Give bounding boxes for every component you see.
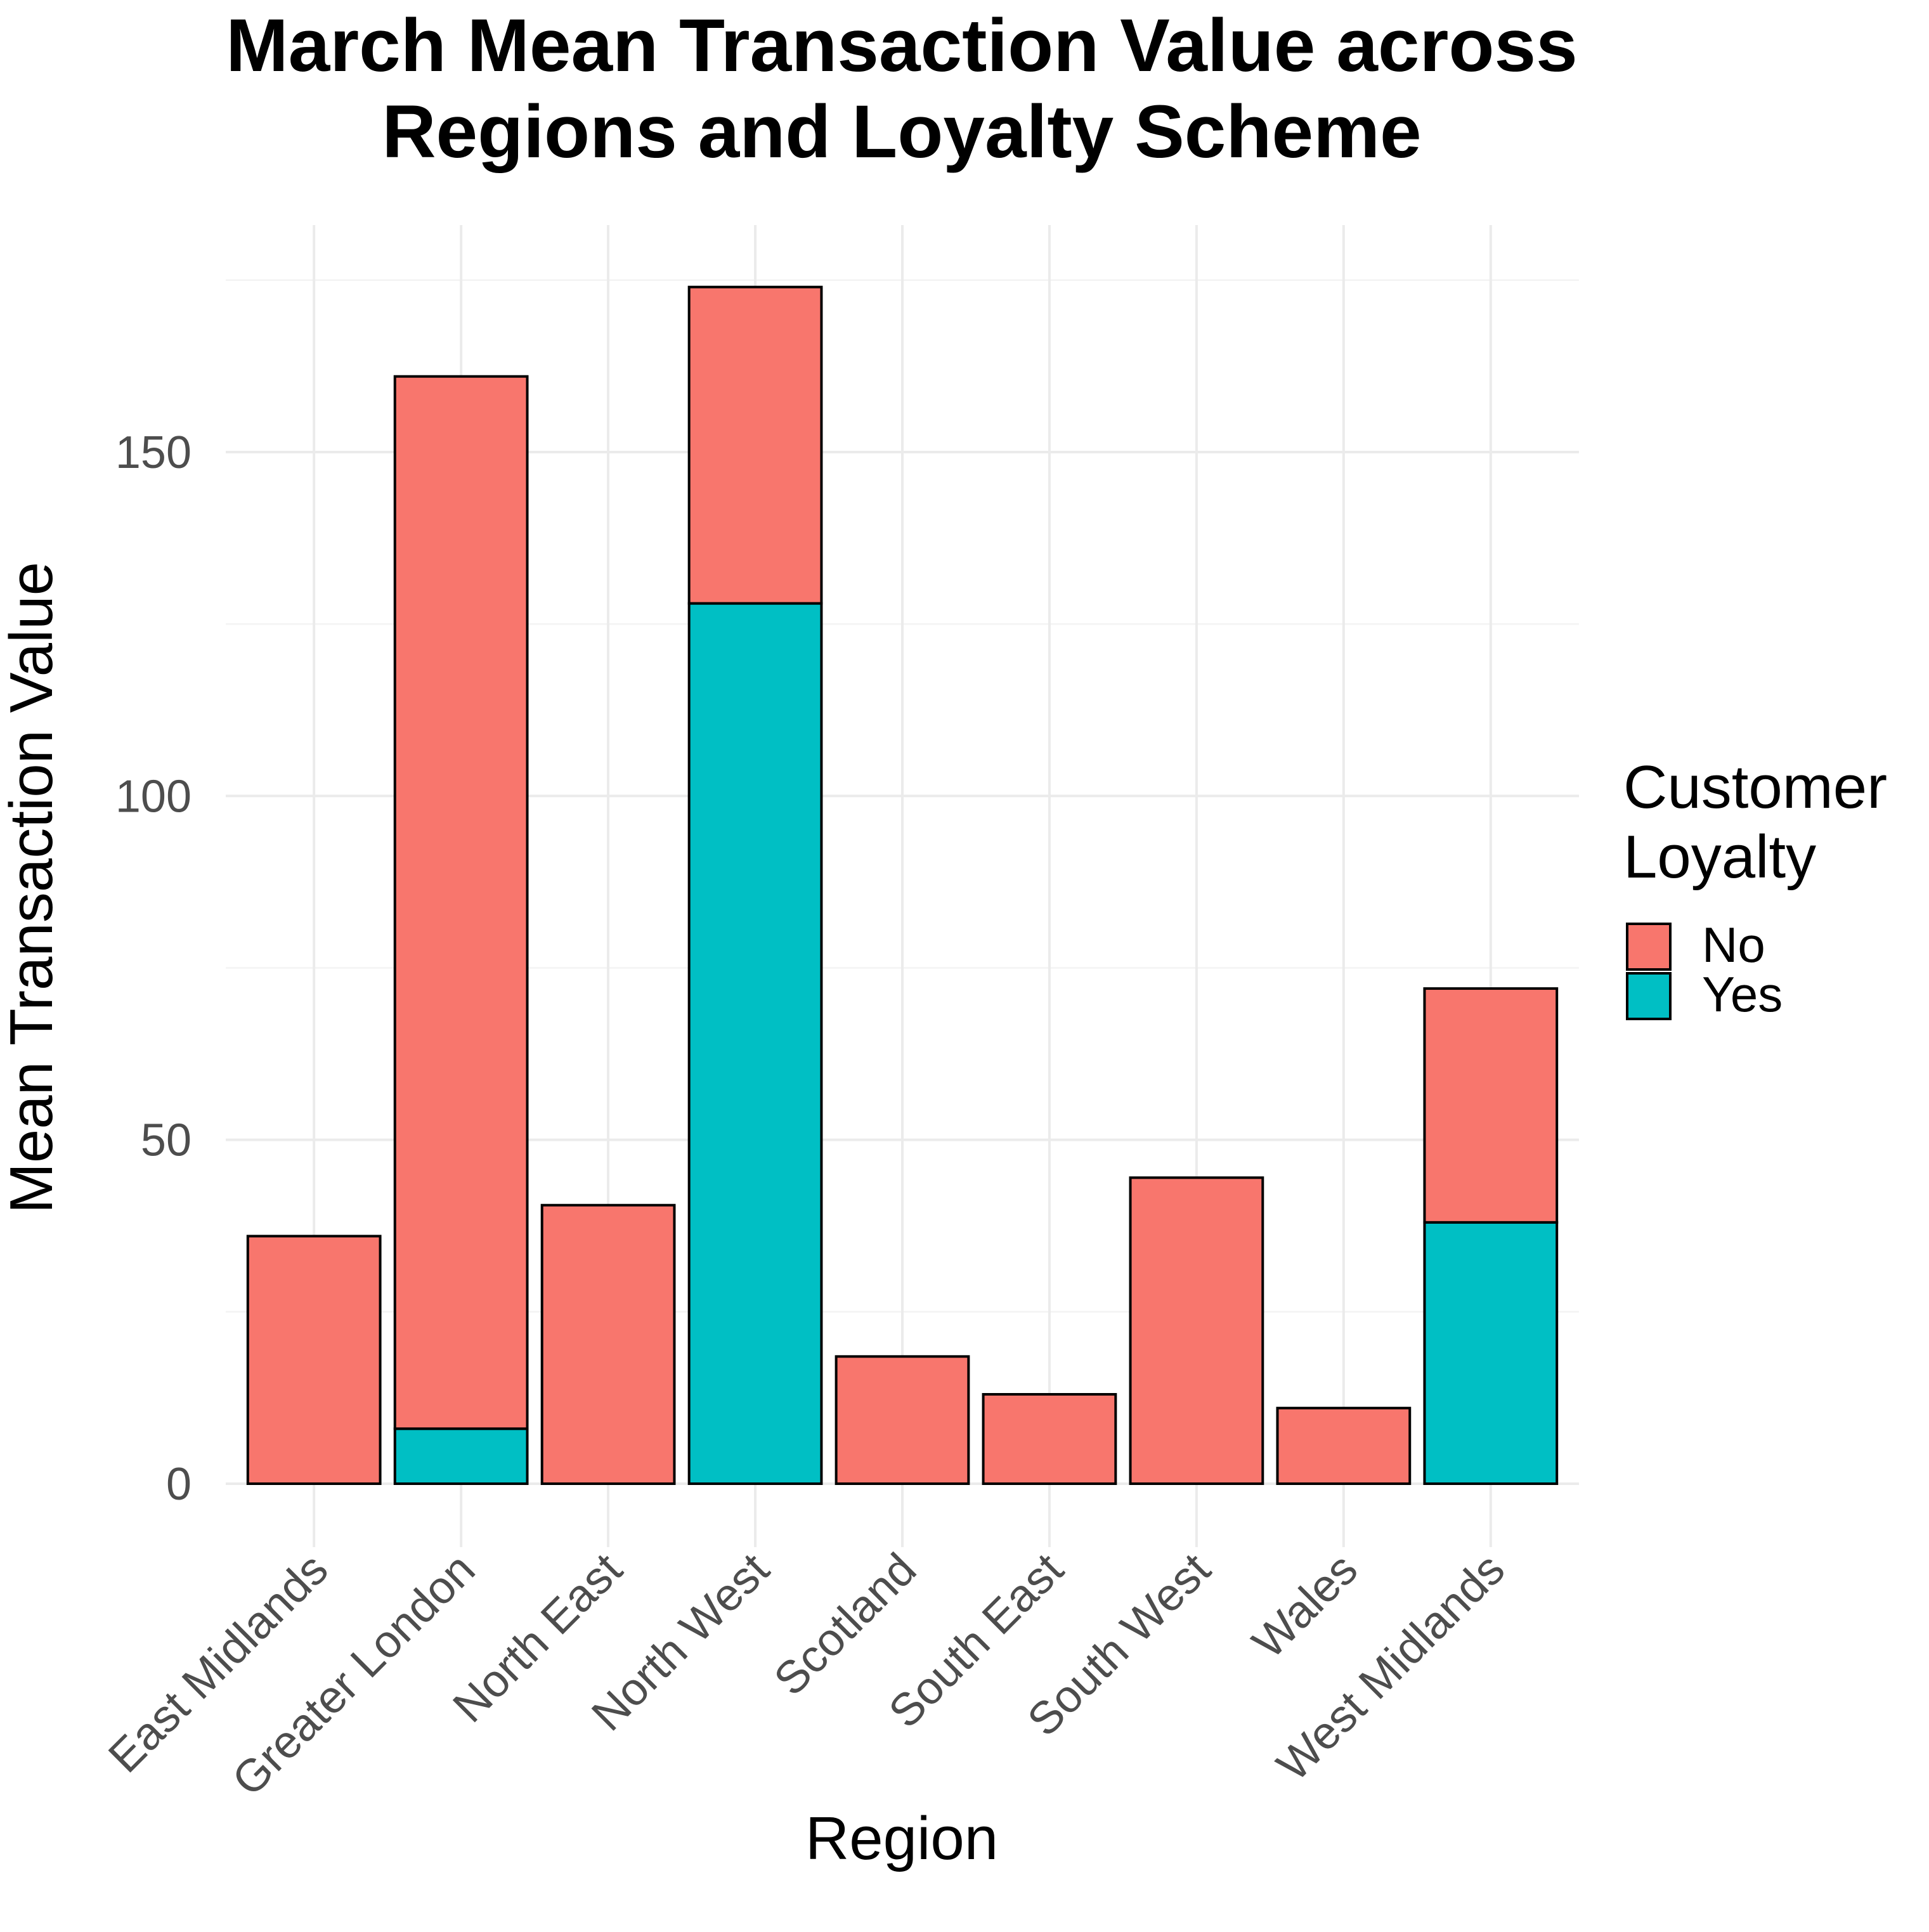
y-axis-title: Mean Transaction Value (0, 562, 65, 1214)
bar-no-north-east (540, 1203, 676, 1485)
bar-no-wales (1276, 1406, 1412, 1486)
bars (246, 285, 1559, 1486)
x-axis-title: Region (805, 1805, 998, 1872)
y-tick-label: 100 (115, 771, 192, 822)
bar-no-north-west (687, 285, 823, 605)
bar-yes-north-west (687, 602, 823, 1485)
bar-no-east-midlands (246, 1235, 382, 1486)
chart-title: March Mean Transaction Value across Regi… (226, 4, 1577, 174)
legend-title-line-2: Loyalty (1623, 823, 1816, 891)
legend-title-line-1: Customer (1623, 753, 1887, 821)
legend-swatch-no (1626, 923, 1672, 971)
legend-label-yes: Yes (1702, 966, 1783, 1022)
bar-no-greater-london (393, 375, 529, 1430)
chart-title-line-2: Regions and Loyalty Scheme (382, 90, 1421, 174)
bar-no-south-east (982, 1392, 1117, 1486)
bar-no-scotland (835, 1355, 970, 1485)
bar-no-south-west (1129, 1176, 1264, 1486)
y-tick-label: 0 (166, 1459, 192, 1510)
legend-label-no: No (1702, 917, 1765, 973)
x-tick-label: Wales (1243, 1544, 1367, 1668)
y-axis-ticks: 0 50 100 150 (115, 427, 192, 1510)
bar-yes-greater-london (393, 1427, 529, 1485)
legend-swatch-yes (1626, 972, 1672, 1020)
y-tick-label: 150 (115, 427, 192, 478)
bar-yes-west-midlands (1423, 1221, 1559, 1485)
y-tick-label: 50 (141, 1115, 192, 1166)
bar-no-west-midlands (1423, 987, 1559, 1224)
chart-title-line-1: March Mean Transaction Value across (226, 4, 1577, 88)
